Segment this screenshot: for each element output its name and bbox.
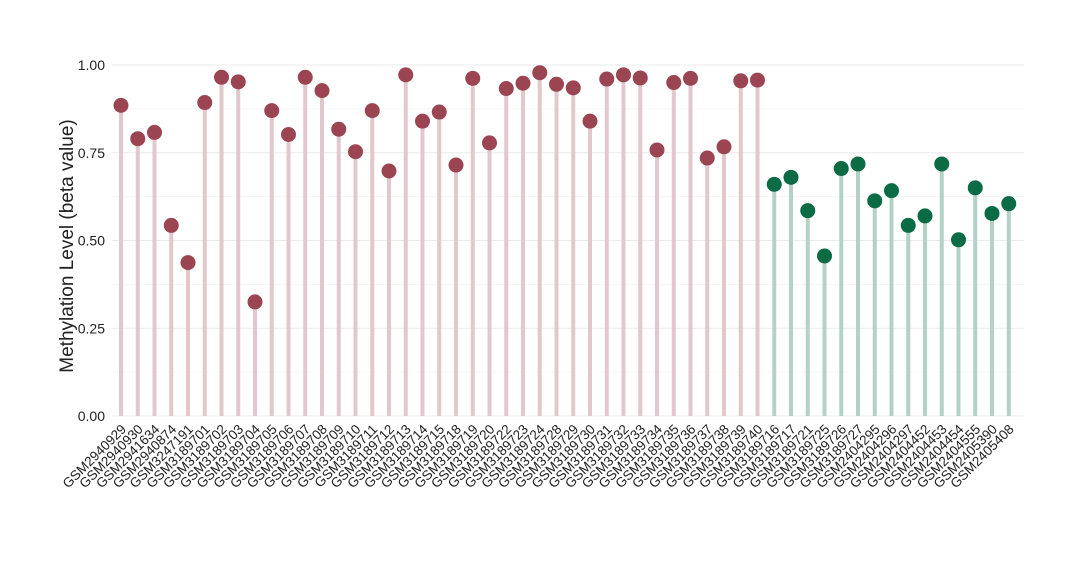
data-point: [833, 161, 849, 177]
data-point: [381, 163, 397, 179]
data-point: [482, 135, 497, 151]
y-tick-label: 0.50: [78, 233, 105, 249]
x-axis-ticks: GSM2940929GSM2940930GSM2941634GSM2940874…: [60, 421, 1017, 491]
data-point: [515, 75, 531, 91]
data-point: [733, 73, 749, 89]
data-point: [532, 65, 548, 81]
data-point: [465, 70, 481, 86]
data-point: [951, 232, 966, 248]
data-point: [850, 156, 866, 172]
data-point: [331, 121, 347, 137]
data-point: [699, 150, 715, 166]
data-point: [230, 74, 246, 90]
data-point: [582, 113, 598, 129]
data-point: [649, 142, 665, 158]
data-point: [448, 157, 464, 173]
data-point: [1001, 196, 1017, 212]
points: [113, 65, 1017, 310]
data-point: [364, 103, 380, 119]
y-tick-label: 0.25: [78, 320, 105, 336]
data-point: [565, 80, 581, 96]
y-tick-label: 0.00: [78, 408, 105, 424]
data-point: [967, 180, 983, 196]
data-point: [900, 217, 916, 233]
data-point: [113, 97, 129, 113]
data-point: [616, 67, 631, 83]
grid-lines: [112, 64, 1024, 417]
data-point: [498, 81, 514, 97]
stems: [119, 72, 1011, 416]
data-point: [197, 95, 213, 111]
data-point: [817, 248, 832, 264]
data-point: [348, 144, 363, 160]
y-tick-label: 1.00: [78, 57, 105, 73]
data-point: [783, 169, 799, 185]
data-point: [415, 113, 430, 129]
data-point: [130, 131, 146, 147]
y-axis-ticks: 0.00 0.25 0.50 0.75 1.00: [78, 57, 105, 424]
y-tick-label: 0.75: [78, 145, 105, 161]
data-point: [281, 126, 296, 142]
data-point: [247, 294, 263, 310]
data-point: [984, 205, 1000, 221]
data-point: [431, 104, 447, 120]
data-point: [934, 156, 950, 172]
data-point: [917, 208, 933, 224]
data-point: [549, 76, 564, 92]
data-point: [632, 70, 648, 86]
data-point: [716, 139, 732, 155]
data-point: [867, 193, 883, 209]
data-point: [264, 103, 280, 119]
data-point: [766, 176, 782, 192]
data-point: [297, 69, 313, 85]
data-point: [214, 69, 229, 85]
data-point: [884, 183, 899, 199]
data-point: [666, 75, 682, 91]
data-point: [147, 124, 162, 140]
data-point: [683, 70, 698, 86]
data-point: [163, 217, 179, 233]
data-point: [750, 72, 765, 88]
data-point: [599, 71, 615, 87]
data-point: [398, 67, 414, 83]
data-point: [800, 203, 816, 219]
data-point: [180, 255, 196, 271]
data-point: [314, 83, 330, 99]
y-axis-label: Methylation Level (beta value): [57, 119, 78, 372]
